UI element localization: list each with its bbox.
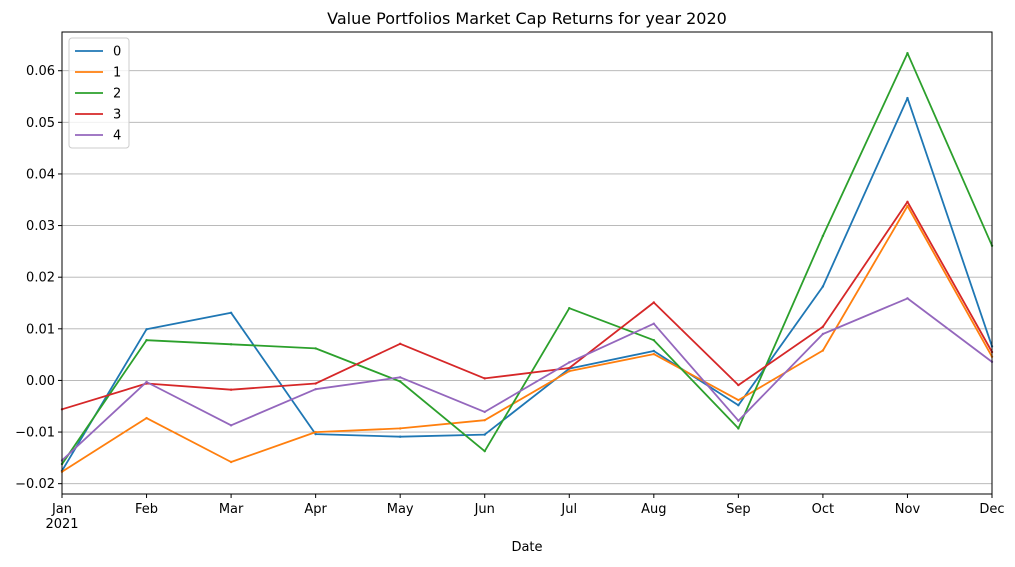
legend: 0 1 2 3 4 [68,37,130,149]
data-point [821,332,825,336]
y-tick-label: 0.01 [26,322,55,337]
x-tick-sublabel: 2021 [45,517,78,532]
x-axis: Jan Feb Mar Apr May Jun Jul Aug Sep Oct Nov Dec 2021 [45,494,1005,532]
x-tick-label: Jul [560,502,577,517]
data-point [314,382,317,385]
data-point [229,460,233,464]
x-tick-label: Apr [304,502,327,517]
data-point [398,380,402,383]
x-tick-label: Jun [474,502,495,517]
series-layer [60,51,994,474]
series-line-1 [61,205,993,473]
data-point [737,383,740,387]
data-point [568,366,571,370]
x-tick-label: Jan [51,502,72,517]
data-point [145,380,148,384]
data-point [821,325,825,328]
data-point [652,322,656,325]
y-tick-label: 0.00 [26,374,55,389]
x-tick-label: Feb [135,502,158,517]
data-point [483,418,486,422]
y-tick-label: 0.03 [26,219,55,234]
data-point [568,369,571,373]
x-tick-label: Oct [812,502,834,517]
data-point [483,449,486,453]
data-point [398,342,402,345]
y-tick-label: 0.04 [26,167,55,182]
data-point [229,388,233,391]
data-point [568,361,571,364]
legend-label: 3 [113,108,121,123]
data-point [145,328,148,331]
data-point [314,432,317,436]
data-point [398,376,402,379]
data-point [483,377,486,380]
data-point [229,311,233,315]
x-tick-label: Sep [726,502,751,517]
series-line-4 [61,297,993,462]
data-point [314,347,317,350]
x-axis-label: Date [511,540,542,555]
data-point [398,435,402,438]
x-tick-label: May [387,502,414,517]
y-tick-label: −0.02 [15,477,55,492]
legend-label: 2 [113,87,121,102]
chart-title: Value Portfolios Market Cap Returns for … [327,9,727,28]
grid-layer [62,70,992,485]
data-point [906,200,909,204]
data-point [821,234,825,238]
data-point [314,430,317,434]
legend-label: 4 [113,129,121,144]
data-point [652,301,656,304]
series-line-2 [61,52,993,465]
data-point [821,349,825,352]
data-point [652,338,656,342]
data-point [906,204,909,208]
data-point [483,410,486,414]
plot-frame [61,31,993,495]
y-tick-label: 0.06 [26,64,55,79]
data-point [737,398,740,402]
series-line-0 [61,97,993,472]
data-point [483,433,486,436]
data-point [145,338,148,342]
series-line-3 [61,200,993,411]
y-axis: −0.02 −0.01 0.00 0.01 0.02 0.03 0.04 0.05 0.06 [15,64,62,492]
data-point [145,416,148,420]
x-tick-label: Dec [979,502,1004,517]
y-tick-label: 0.02 [26,271,55,286]
data-point [821,285,825,288]
data-point [737,427,740,430]
data-point [652,349,656,353]
data-point [229,424,233,427]
data-point [906,51,909,55]
x-tick-label: Mar [219,502,244,517]
data-point [906,96,909,100]
data-point [568,306,571,310]
data-point [906,297,909,300]
legend-items: 0 1 2 3 4 [75,45,121,144]
data-point [737,404,740,407]
legend-label: 0 [113,45,121,60]
x-tick-label: Nov [895,502,921,517]
x-tick-label: Aug [641,502,666,517]
legend-label: 1 [113,66,121,81]
data-point [314,388,317,391]
y-tick-label: 0.05 [26,116,55,131]
data-point [652,352,656,356]
data-point [737,419,740,422]
data-point [229,343,233,346]
y-tick-label: −0.01 [15,426,55,441]
data-point [398,427,402,430]
